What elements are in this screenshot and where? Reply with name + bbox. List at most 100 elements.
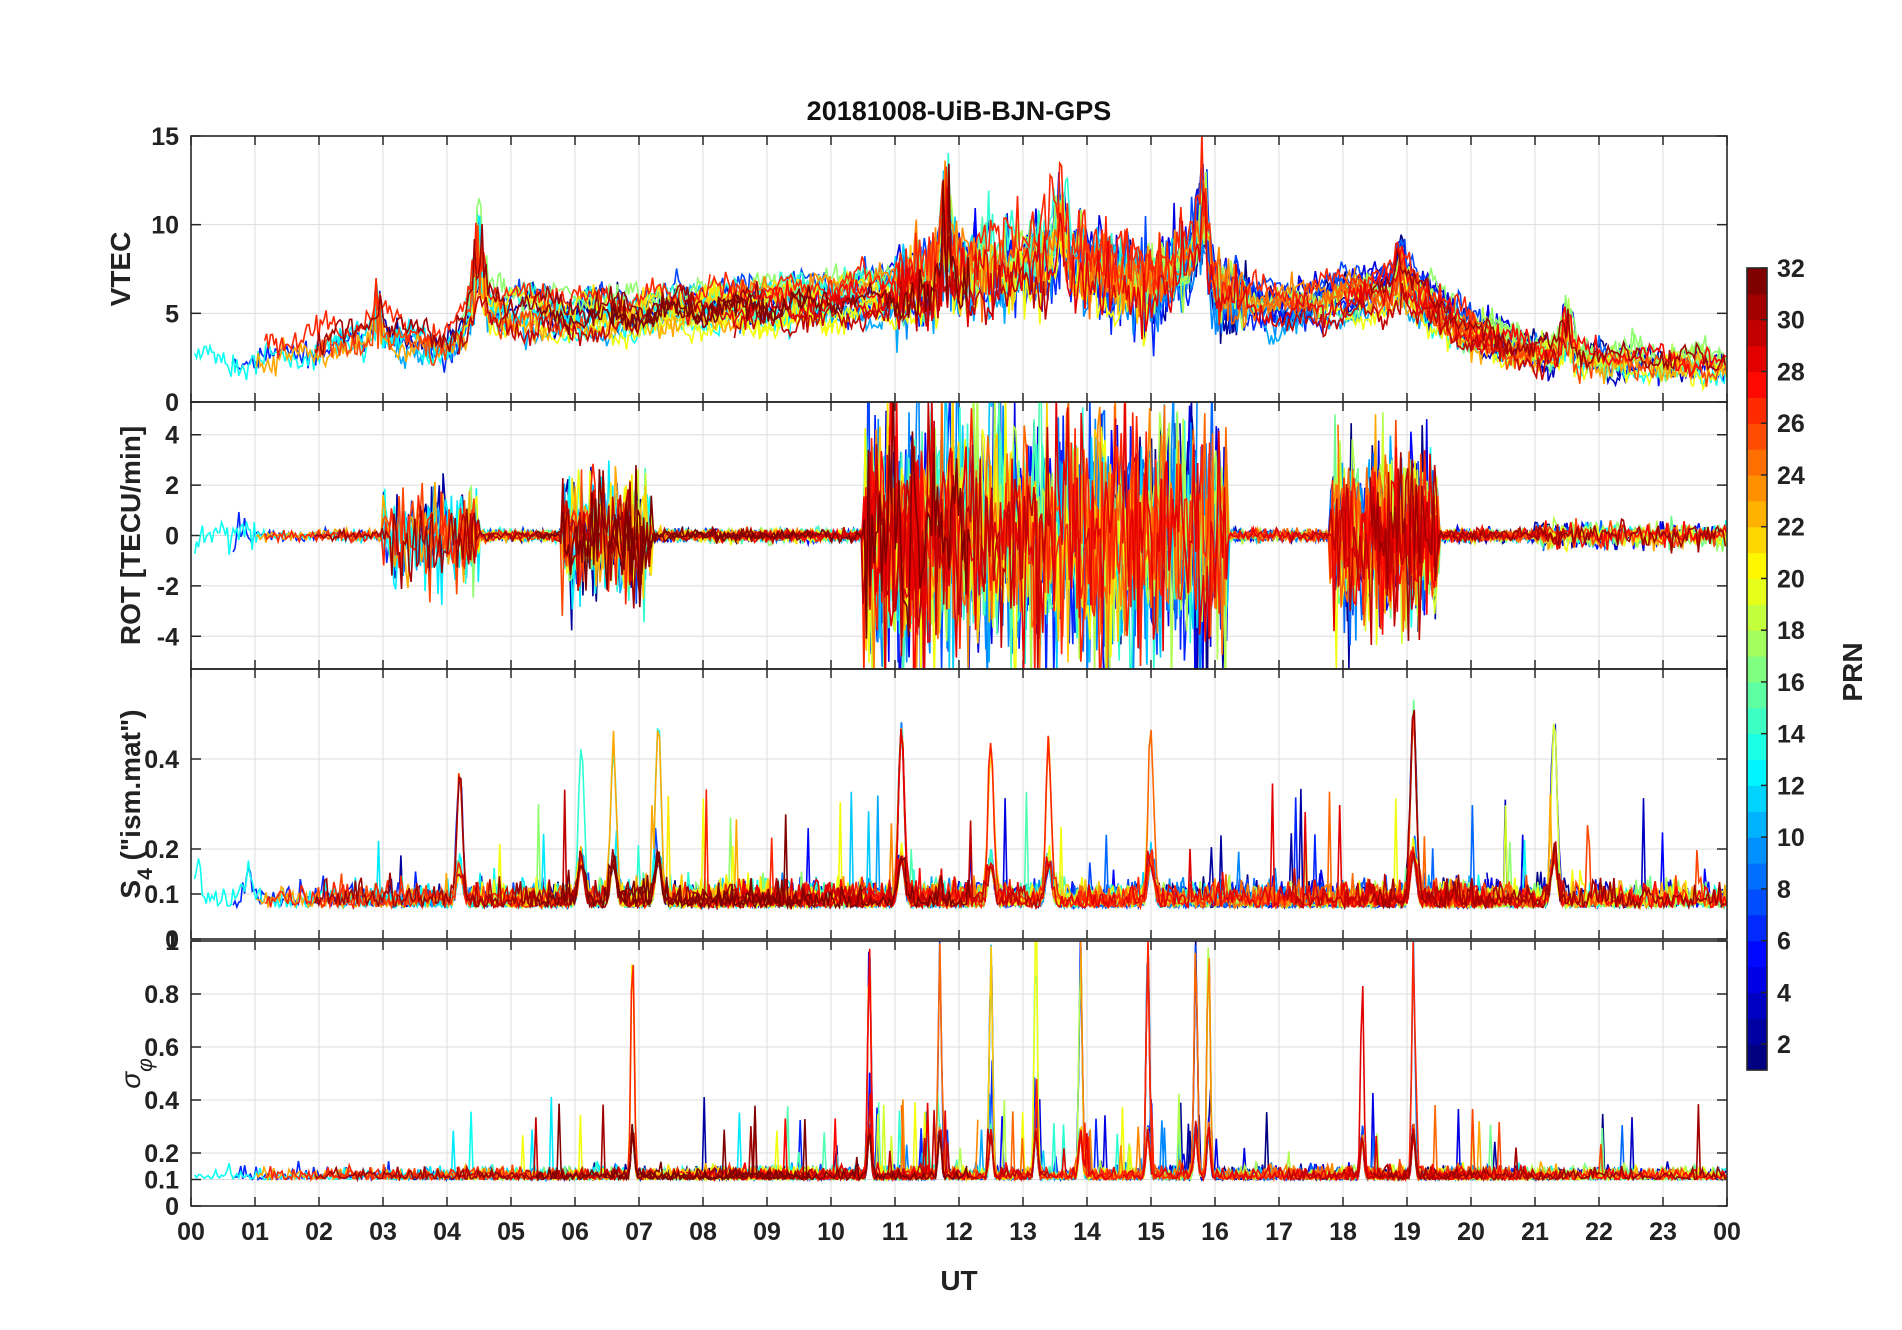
- colorbar-segment: [1747, 914, 1767, 942]
- y-tick-label: 0.1: [144, 1167, 179, 1195]
- prn-26-line: [1372, 714, 1558, 909]
- prn-9-line: [1130, 941, 1476, 1182]
- prn-26-line: [1372, 1108, 1558, 1182]
- colorbar-segment: [1747, 1044, 1767, 1071]
- colorbar-tick-label: 4: [1777, 979, 1791, 1007]
- prn-14-line: [464, 181, 945, 327]
- x-tick-label: 01: [241, 1218, 269, 1246]
- colorbar-segment: [1747, 681, 1767, 709]
- panel-vtec: 0 5 10 15 VTEC: [105, 123, 1728, 417]
- prn-27-line: [1076, 136, 1495, 339]
- colorbar-tick-label: 12: [1777, 772, 1805, 800]
- colorbar-segment: [1747, 837, 1767, 864]
- colorbar-tick-label: 24: [1777, 462, 1805, 490]
- prn-27-line: [708, 160, 1172, 314]
- x-tick-label: 16: [1201, 1218, 1229, 1246]
- colorbar-segment: [1747, 474, 1767, 502]
- colorbar-segment: [1747, 1018, 1767, 1045]
- chart-title: 20181008-UiB-BJN-GPS: [807, 96, 1112, 126]
- prn-30-line: [1286, 283, 1567, 381]
- colorbar-segment: [1747, 397, 1767, 424]
- prn-27-line: [264, 964, 711, 1183]
- prn-24-line: [719, 160, 979, 311]
- axes-frame-s4: [190, 668, 1728, 940]
- prn-31-line: [1369, 452, 1727, 641]
- prn-18-line: [917, 858, 1260, 910]
- prn-12-line: [379, 214, 625, 357]
- prn-27-line: [1076, 415, 1494, 667]
- prn-13-line: [193, 224, 505, 381]
- x-tick-label: 10: [817, 1218, 845, 1246]
- prn-31-line: [1369, 1104, 1727, 1182]
- colorbar-segment: [1747, 449, 1767, 476]
- x-axis-label: UT: [940, 1265, 977, 1296]
- colorbar-tick-label: 22: [1777, 514, 1805, 542]
- prn-31-line: [314, 470, 764, 609]
- colorbar-tick-label: 10: [1777, 824, 1805, 852]
- colorbar-tick-label: 26: [1777, 410, 1805, 438]
- colorbar-segment: [1747, 500, 1767, 528]
- prn-6-line: [232, 222, 505, 373]
- colorbar-segment: [1747, 992, 1767, 1019]
- series-group-sigphi: [194, 941, 1727, 1183]
- y-tick-label: 0.2: [144, 1140, 179, 1168]
- y-tick-label: 15: [151, 123, 179, 151]
- y-tick-label: 10: [151, 212, 179, 240]
- colorbar-tick-label: 16: [1777, 669, 1805, 697]
- y-tick-label: 0.6: [144, 1034, 179, 1062]
- colorbar-segment: [1747, 526, 1767, 554]
- x-tick-label: 22: [1585, 1218, 1613, 1246]
- colorbar-tick-label: 2: [1777, 1031, 1791, 1059]
- y-axis-label-rot: ROT [TECU/min]: [115, 426, 146, 645]
- colorbar-tick-label: 8: [1777, 876, 1791, 904]
- colorbar-segment: [1747, 966, 1767, 993]
- prn-31-line: [1369, 248, 1727, 372]
- x-tick-label: 23: [1649, 1218, 1677, 1246]
- x-tick-label: 06: [561, 1218, 589, 1246]
- colorbar-tick-label: 28: [1777, 358, 1805, 386]
- colorbar-tick-label: 14: [1777, 721, 1805, 749]
- colorbar-segment: [1747, 371, 1767, 398]
- colorbar-segment: [1747, 785, 1767, 812]
- x-tick-label: 15: [1137, 1218, 1165, 1246]
- axes-frame-sigphi: [190, 940, 1728, 1207]
- prn-31-line: [1369, 709, 1726, 911]
- colorbar-segment: [1747, 863, 1767, 890]
- x-tick-label: 09: [753, 1218, 781, 1246]
- y-axis-label-sigphi: σφ: [115, 1058, 157, 1089]
- y-tick-label: -4: [157, 623, 179, 651]
- y-tick-label: 0.4: [144, 1087, 179, 1115]
- y-axis-label-s4: S4 ("ism.mat"): [115, 709, 157, 898]
- x-tick-label: 08: [689, 1218, 717, 1246]
- y-tick-label: 4: [165, 422, 179, 450]
- colorbar-segment: [1747, 630, 1767, 657]
- prn-32-line: [610, 402, 971, 639]
- colorbar-segment: [1747, 268, 1767, 295]
- prn-32-line: [610, 163, 971, 333]
- prn-17-line: [460, 446, 891, 669]
- colorbar-segment: [1747, 940, 1767, 968]
- y-tick-label: 1: [165, 928, 179, 956]
- prn-29-line: [1122, 404, 1489, 652]
- x-tick-label: 21: [1521, 1218, 1549, 1246]
- colorbar-segment: [1747, 707, 1767, 735]
- panel-rot: -4 -2 0 2 4 ROT [TECU/min]: [115, 401, 1728, 670]
- x-tick-label: 12: [945, 1218, 973, 1246]
- prn-31-line: [314, 223, 764, 356]
- colorbar-segment: [1747, 656, 1767, 683]
- x-axis-ticks: 00 01 02 03 04 05 06 07 08 09 10 11 12 13 14 15 16 17 18 19…: [177, 1218, 1741, 1246]
- x-tick-label: 11: [882, 1218, 909, 1246]
- y-tick-label: 0: [165, 926, 179, 954]
- prn-30-line: [1286, 465, 1567, 646]
- x-tick-label: 05: [497, 1218, 525, 1246]
- y-tick-label: 0.8: [144, 981, 179, 1009]
- colorbar-tick-label: 30: [1777, 307, 1805, 335]
- prn-9-line: [704, 722, 1198, 910]
- y-tick-label: 5: [165, 300, 179, 328]
- colorbar-segment: [1747, 733, 1767, 761]
- x-tick-label: 00: [177, 1218, 205, 1246]
- x-tick-label: 18: [1329, 1218, 1357, 1246]
- colorbar-label: PRN: [1837, 642, 1868, 701]
